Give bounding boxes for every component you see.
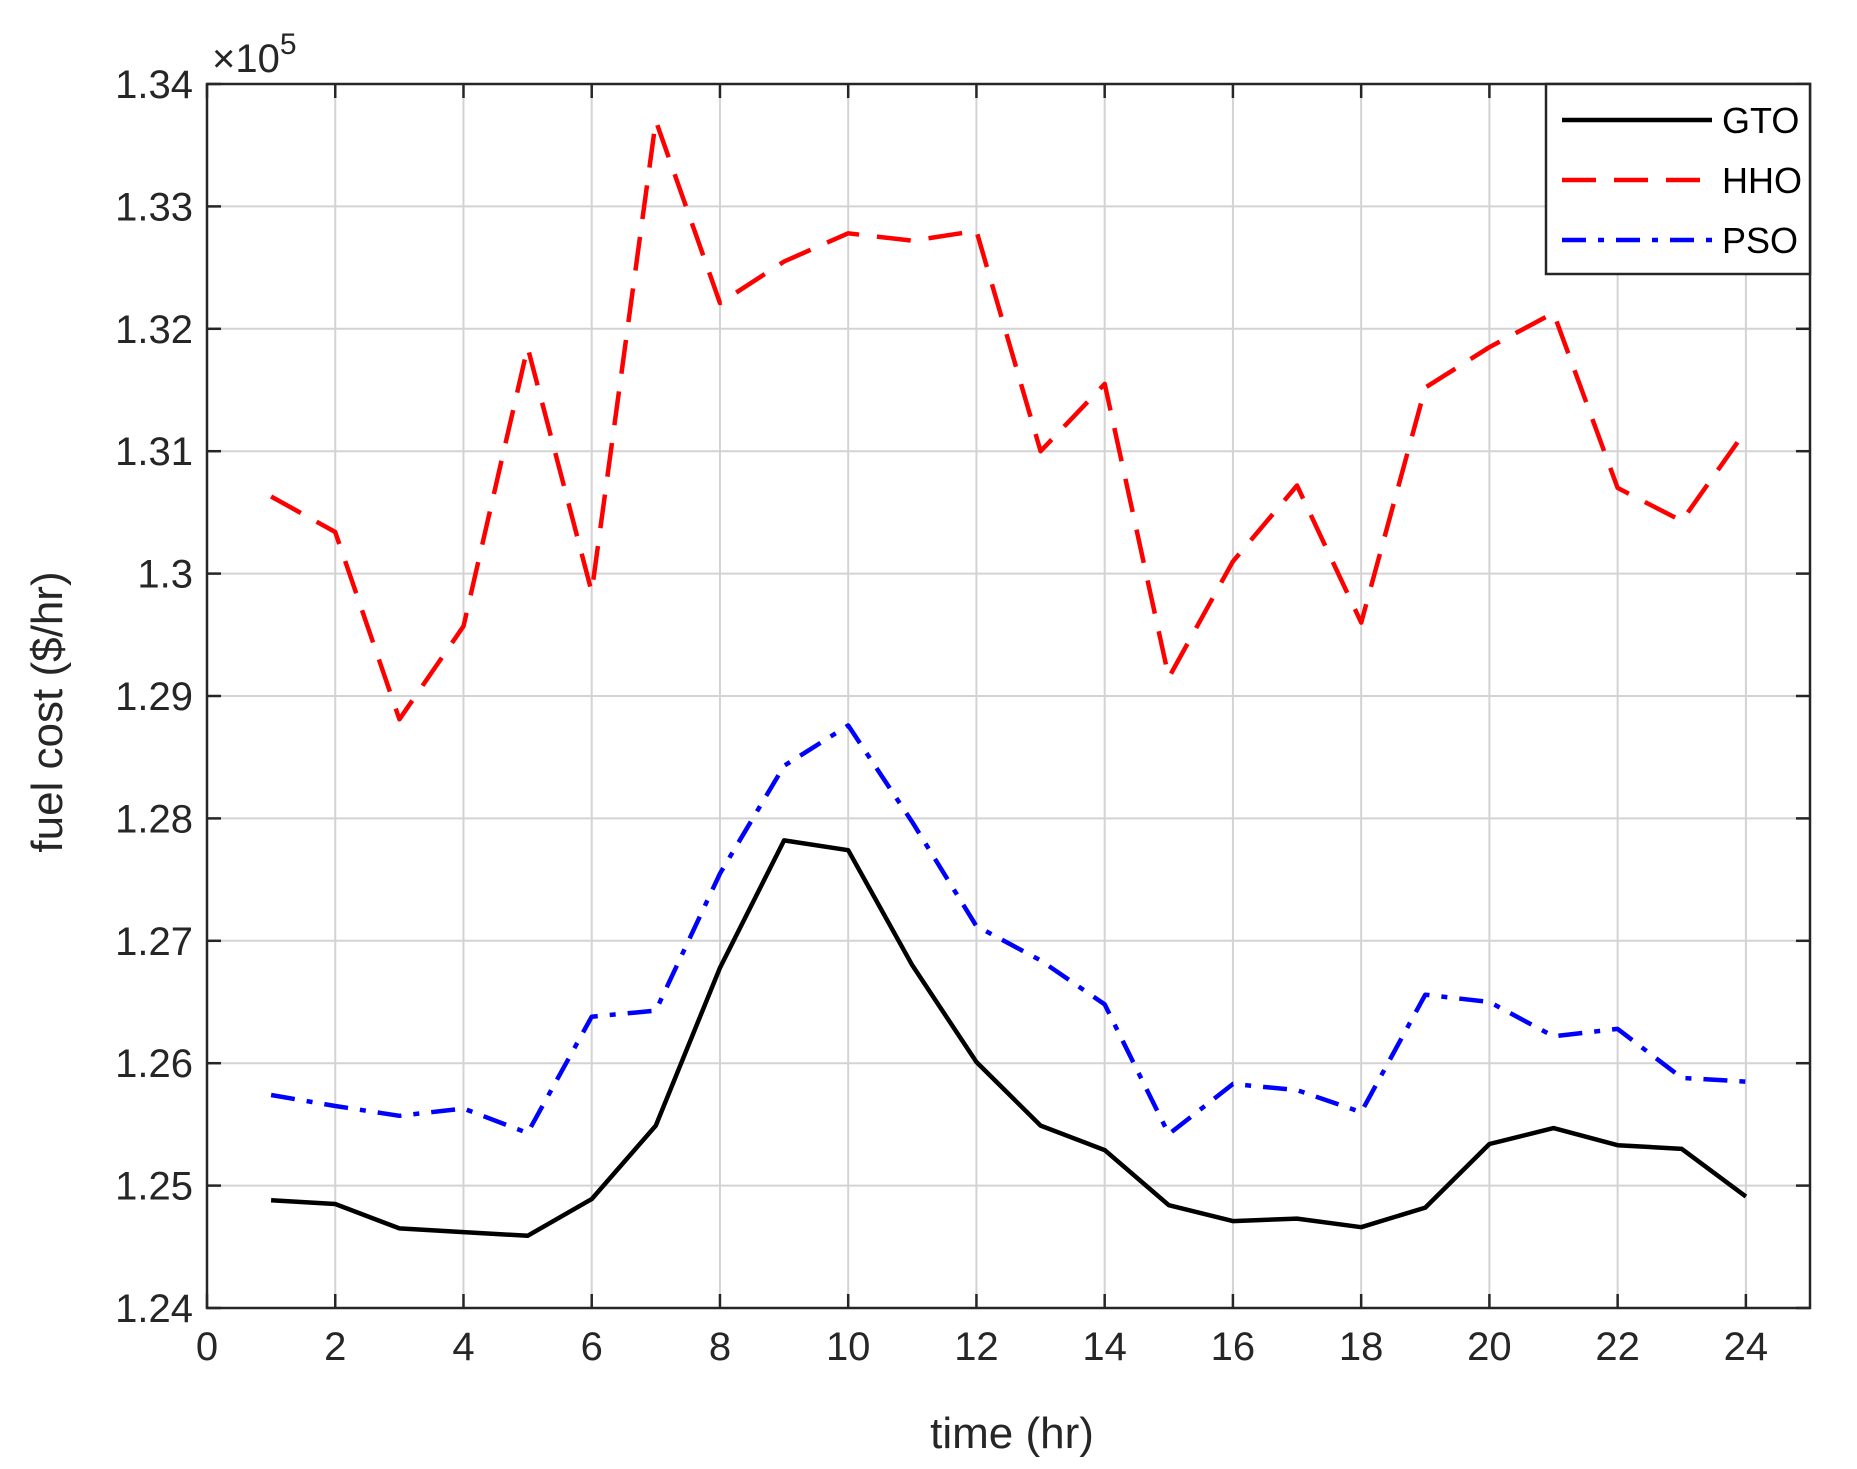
y-tick-label: 1.31: [115, 430, 193, 474]
series-line-pso: [270, 723, 1747, 1137]
x-axis-label: time (hr): [930, 1409, 1094, 1458]
x-tick-label: 2: [324, 1325, 346, 1369]
y-exponent-power: 5: [280, 28, 297, 61]
y-exponent-base: ×10: [212, 37, 280, 81]
legend-label-hho: HHO: [1722, 160, 1802, 201]
y-tick-label: 1.29: [115, 675, 193, 719]
y-tick-label: 1.27: [115, 920, 193, 964]
y-tick-labels: 1.24 1.25 1.26 1.27 1.28 1.29 1.3 1.31 1.32 1.33 1…: [115, 63, 193, 1331]
x-tick-label: 18: [1339, 1325, 1384, 1369]
x-tick-label: 12: [954, 1325, 999, 1369]
series-line-hho: [270, 118, 1748, 722]
x-tick-label: 16: [1211, 1325, 1256, 1369]
legend-items: GTO HHO PSO: [1562, 100, 1802, 261]
x-tick-label: 6: [581, 1325, 603, 1369]
x-tick-label: 22: [1595, 1325, 1640, 1369]
y-tick-label: 1.34: [115, 63, 193, 107]
x-tick-label: 0: [196, 1325, 218, 1369]
y-tick-label: 1.3: [137, 553, 193, 597]
y-exponent-label: ×105: [212, 28, 297, 81]
y-tick-label: 1.24: [115, 1287, 193, 1331]
x-tick-label: 24: [1724, 1325, 1769, 1369]
axes: [205, 82, 1812, 1310]
series-line-gto: [270, 838, 1748, 1239]
x-tick-labels: 0 2 4 6 8 10 12 14 16 18 20 22 24: [196, 1325, 1768, 1369]
plot-area-frame: [205, 82, 1812, 1310]
y-axis-label: fuel cost ($/hr): [23, 571, 72, 852]
y-tick-label: 1.26: [115, 1042, 193, 1086]
x-tick-label: 14: [1082, 1325, 1127, 1369]
series-lines: [270, 118, 1748, 1239]
y-tick-label: 1.33: [115, 185, 193, 229]
y-tick-label: 1.32: [115, 308, 193, 352]
legend-label-pso: PSO: [1722, 220, 1798, 261]
y-tick-label: 1.28: [115, 797, 193, 841]
x-tick-label: 4: [452, 1325, 474, 1369]
y-tick-label: 1.25: [115, 1165, 193, 1209]
x-tick-label: 10: [826, 1325, 871, 1369]
legend-label-gto: GTO: [1722, 100, 1799, 141]
x-tick-label: 8: [709, 1325, 731, 1369]
x-tick-label: 20: [1467, 1325, 1512, 1369]
legend: GTO HHO PSO: [1544, 82, 1812, 276]
